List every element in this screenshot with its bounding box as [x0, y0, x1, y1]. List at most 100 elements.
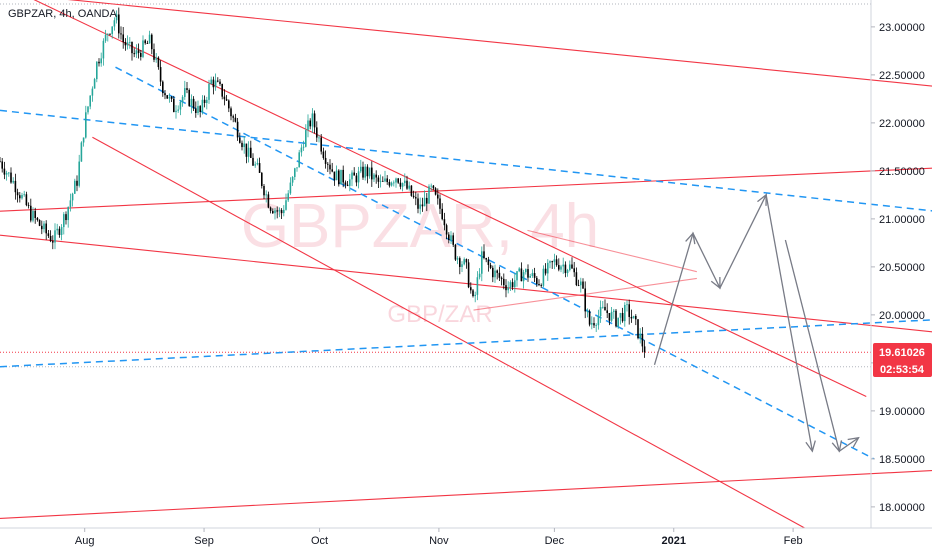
candle-body — [496, 270, 498, 273]
candle-body — [472, 290, 474, 297]
candle-body — [445, 225, 448, 235]
candle-body — [626, 304, 628, 306]
candle-body — [38, 219, 41, 226]
candle-body — [613, 310, 615, 312]
candle-body — [327, 163, 329, 165]
candle-body — [465, 259, 468, 263]
candle-body — [276, 210, 278, 212]
candle-body — [232, 116, 234, 118]
candle-body — [256, 163, 259, 165]
candle-body — [201, 99, 204, 112]
candle-body — [448, 234, 450, 241]
candle-body — [500, 277, 503, 279]
candle-body — [3, 168, 6, 175]
candle-body — [509, 282, 512, 288]
candle-body — [366, 166, 369, 177]
plot-area[interactable] — [0, 0, 932, 529]
y-tick-label-4: 21.00000 — [879, 214, 925, 226]
candle-body — [384, 178, 386, 182]
candle-body — [170, 96, 173, 99]
trend-line-6 — [527, 229, 697, 273]
y-tick-label-3: 21.50000 — [879, 166, 925, 178]
candle-body — [573, 268, 575, 273]
candle-body — [395, 178, 397, 183]
candle-body — [12, 180, 14, 183]
candle-body — [85, 112, 87, 138]
candle-body — [470, 287, 472, 291]
candle-body — [41, 225, 43, 230]
trend-line-1 — [0, 167, 932, 212]
candle-body — [27, 205, 30, 206]
candle-body — [430, 185, 432, 187]
candle-body — [124, 41, 127, 46]
candle-body — [375, 174, 377, 178]
candle-body — [311, 113, 314, 127]
candle-body — [505, 285, 507, 291]
candle-body — [595, 325, 597, 326]
candle-body — [49, 235, 52, 242]
candle-body — [166, 95, 168, 99]
candle-body — [443, 219, 446, 226]
candle-body — [397, 178, 399, 183]
candle-body — [102, 40, 105, 59]
candle-body — [333, 171, 336, 181]
candle-body — [538, 283, 540, 286]
candle-body — [617, 317, 619, 327]
candle-body — [45, 223, 47, 234]
candle-body — [287, 193, 289, 201]
candle-body — [569, 264, 571, 271]
candle-body — [87, 106, 89, 113]
candle-body — [23, 194, 25, 196]
x-tick-label-3: Nov — [429, 535, 449, 547]
candle-body — [349, 179, 351, 186]
candle-body — [518, 268, 520, 272]
candle-body — [164, 93, 166, 96]
candle-body — [199, 106, 201, 112]
candle-body — [206, 99, 208, 104]
dashed-line-1 — [115, 66, 875, 460]
candle-body — [364, 166, 366, 178]
candle-body — [456, 258, 459, 260]
candle-body — [454, 244, 457, 260]
candle-body — [142, 40, 144, 57]
chart-title: GBPZAR, 4h, OANDA — [8, 8, 117, 20]
trend-line-2 — [0, 234, 932, 333]
candle-body — [188, 89, 190, 106]
candle-body — [223, 96, 226, 100]
candle-body — [137, 50, 140, 53]
x-tick-label-1: Sep — [194, 535, 214, 547]
candle-body — [146, 43, 149, 44]
candle-body — [43, 223, 45, 230]
candle-body — [351, 172, 353, 180]
candle-body — [514, 280, 516, 287]
candle-body — [498, 272, 501, 278]
candle-body — [423, 197, 426, 207]
candle-body — [32, 210, 34, 221]
candle-body — [602, 306, 604, 308]
candle-body — [80, 142, 83, 162]
candle-body — [489, 264, 492, 268]
candle-body — [377, 177, 380, 182]
candle-body — [203, 99, 206, 104]
candle-body — [386, 178, 388, 182]
candle-body — [641, 333, 644, 347]
candle-body — [109, 33, 111, 35]
candle-body — [329, 164, 331, 170]
candle-body — [344, 182, 347, 185]
candle-body — [331, 169, 333, 172]
candle-body — [305, 130, 307, 147]
candle-body — [65, 214, 67, 221]
candle-body — [144, 40, 146, 44]
candle-body — [230, 108, 232, 117]
candle-body — [14, 180, 17, 193]
candle-body — [307, 120, 309, 131]
trend-line-4 — [92, 136, 805, 529]
candle-body — [355, 175, 358, 183]
candle-body — [439, 198, 441, 209]
candle-body — [434, 188, 437, 195]
candle-body — [483, 251, 485, 258]
projection-arrowhead — [685, 231, 696, 245]
candle-body — [221, 84, 223, 97]
